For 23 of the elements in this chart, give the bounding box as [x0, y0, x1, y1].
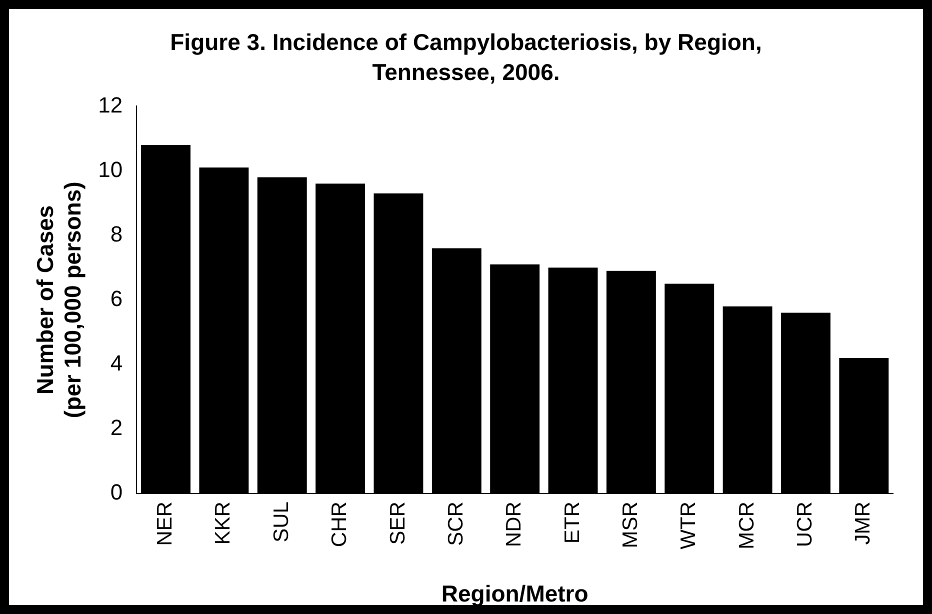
x-tick-label: MCR [735, 502, 758, 550]
chart-title: Figure 3. Incidence of Campylobacteriosis, by Region, Tennessee, 2006. [169, 28, 763, 87]
x-tick-label: KKR [212, 502, 235, 545]
x-tick-label: NDR [502, 502, 526, 548]
y-axis-title: Number of Cases (per 100,000 persons) [32, 182, 86, 418]
x-tick-label: NER [154, 502, 177, 546]
x-axis-title: Region/Metro [441, 580, 588, 607]
y-tick-label: 6 [110, 286, 123, 311]
y-tick-label: 2 [110, 415, 123, 440]
x-tick-label: SER [386, 502, 410, 545]
x-tick-label: SUL [270, 502, 293, 542]
y-tick-label: 10 [98, 156, 123, 182]
x-tick-label: SCR [444, 502, 468, 546]
y-tick-label: 8 [110, 221, 123, 246]
x-tick-label: CHR [328, 502, 352, 548]
x-tick-label: UCR [794, 502, 817, 548]
y-tick-label: 12 [98, 92, 123, 118]
x-tick-label: MSR [618, 502, 642, 548]
x-tick-label: JMR [852, 502, 875, 545]
x-tick-label: ETR [560, 502, 584, 544]
y-tick-label: 4 [110, 350, 123, 376]
x-tick-label: WTR [677, 502, 700, 550]
y-tick-label: 0 [110, 480, 123, 505]
